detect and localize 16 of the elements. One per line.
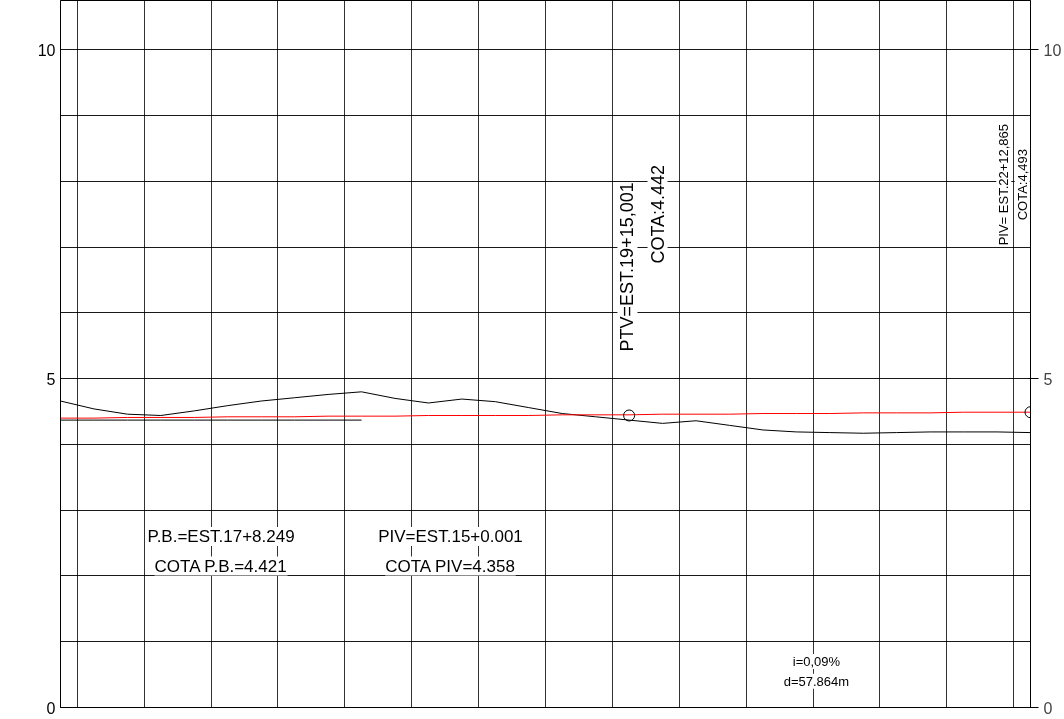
y-tick-label: 5	[46, 370, 56, 388]
y2-tick-label: 0	[1043, 699, 1053, 717]
annotation: PIV=EST.15+0.001	[378, 527, 523, 546]
annotation: COTA:4,493	[1014, 149, 1030, 221]
annotation: i=0,09%	[792, 653, 841, 669]
annotation: P.B.=EST.17+8.249	[147, 527, 295, 546]
annotation: COTA P.B.=4.421	[154, 556, 287, 576]
annotation: PIV= EST.22+12,865	[996, 123, 1012, 246]
annotation: PTV=EST.19+15,001	[617, 182, 638, 352]
annotation: d=57.864m	[783, 673, 850, 689]
y2-tick-label: 5	[1043, 370, 1053, 388]
y-tick-label: 10	[37, 41, 56, 59]
y-tick-label: 0	[46, 699, 56, 717]
y2-tick-label: 10	[1043, 41, 1062, 59]
annotation: COTA:4.442	[647, 164, 668, 264]
annotation: COTA PIV=4.358	[385, 556, 515, 576]
